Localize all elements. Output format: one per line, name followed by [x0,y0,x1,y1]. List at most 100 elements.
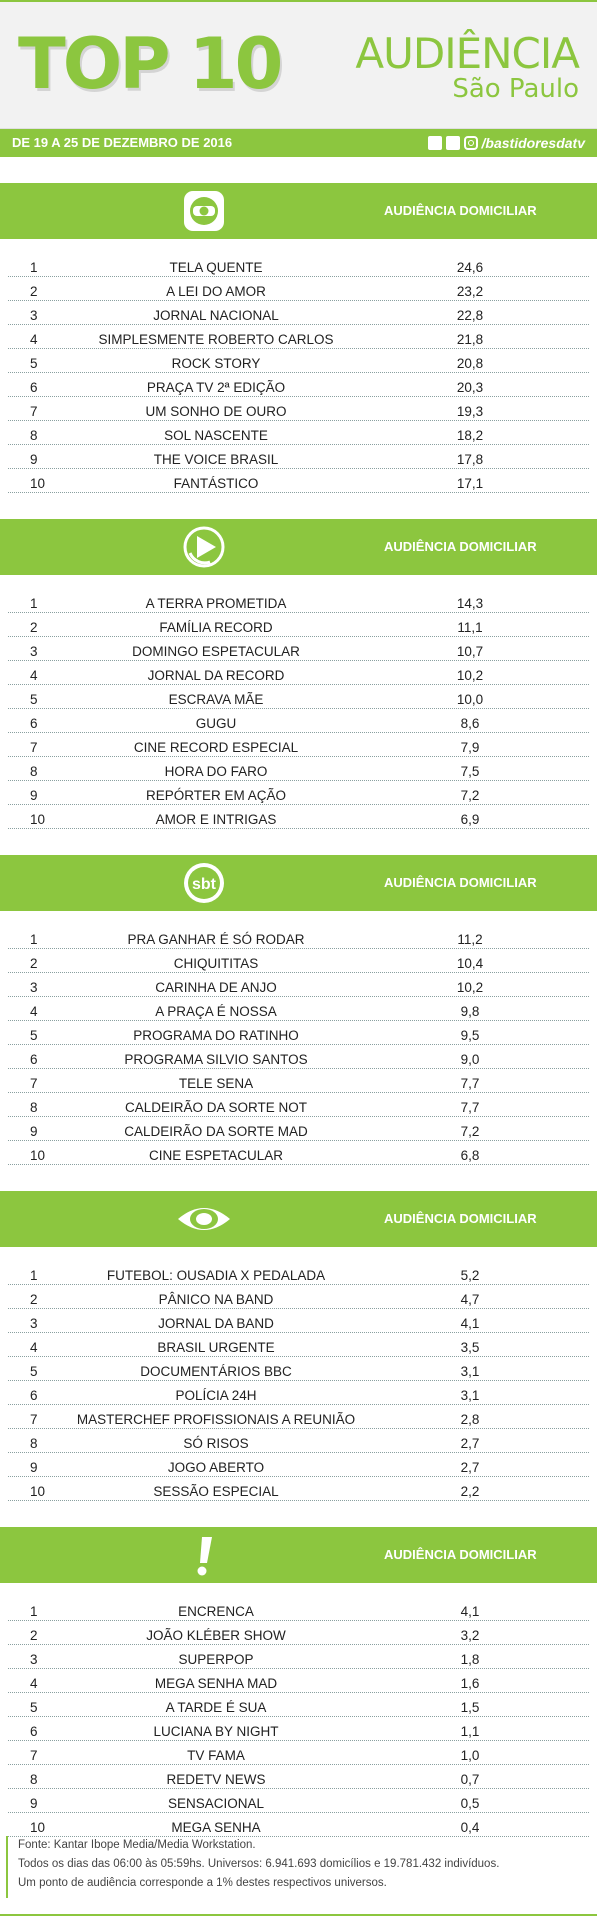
program-name: MEGA SENHA [171,1820,261,1835]
audience-label: AUDIÊNCIA DOMICILIAR [384,1547,537,1562]
rank-number: 2 [30,1628,38,1643]
program-name: PRAÇA TV 2ª EDIÇÃO [146,380,286,395]
program-name: A TERRA PROMETIDA [145,596,287,611]
program-name: A PRAÇA É NOSSA [155,1004,277,1019]
rank-number: 9 [30,452,38,467]
city-subtitle: São Paulo [452,74,579,104]
top-accent-rule [0,0,597,2]
program-name: CHIQUITITAS [173,956,259,971]
bottom-accent-rule [0,1914,597,1916]
audience-value: 14,3 [456,596,484,611]
rank-number: 2 [30,284,38,299]
audience-label: AUDIÊNCIA DOMICILIAR [384,1211,537,1226]
ranking-row: 3 DOMINGO ESPETACULAR 10,7 [8,637,589,661]
section-header: AUDIÊNCIA DOMICILIAR [0,183,597,239]
audience-label: AUDIÊNCIA DOMICILIAR [384,539,537,554]
rank-number: 9 [30,1460,38,1475]
ranking-row: 8 REDETV NEWS 0,7 [8,1765,589,1789]
audience-value: 20,3 [456,380,484,395]
audience-value: 11,1 [457,620,483,635]
audience-title: AUDIÊNCIA [355,29,580,78]
rank-number: 6 [30,1724,38,1739]
ranking-row: 4 JORNAL DA RECORD 10,2 [8,661,589,685]
audience-value: 9,0 [460,1052,480,1067]
rank-number: 3 [30,644,38,659]
program-name: JORNAL DA BAND [158,1316,274,1331]
audience-value: 0,7 [460,1772,480,1787]
audience-value: 3,5 [460,1340,480,1355]
band-logo-icon [174,1195,234,1243]
ranking-row: 2 CHIQUITITAS 10,4 [8,949,589,973]
program-name: PÂNICO NA BAND [158,1292,274,1307]
rank-number: 3 [30,1316,38,1331]
ranking-list: 1 A TERRA PROMETIDA 14,3 2 FAMÍLIA RECORD 11,… [0,575,597,829]
audience-value: 1,1 [460,1724,480,1739]
rank-number: 5 [30,1700,38,1715]
audience-value: 10,0 [456,692,484,707]
rank-number: 8 [30,1772,38,1787]
rank-number: 7 [30,740,38,755]
program-name: PROGRAMA DO RATINHO [133,1028,299,1043]
ranking-row: 10 FANTÁSTICO 17,1 [8,469,589,493]
audience-value: 6,8 [460,1148,480,1163]
ranking-row: 8 HORA DO FARO 7,5 [8,757,589,781]
audience-value: 17,8 [456,452,484,467]
audience-value: 0,5 [460,1796,480,1811]
footer-universe: Todos os dias das 06:00 às 05:59hs. Univ… [18,1858,500,1870]
section-header: AUDIÊNCIA DOMICILIAR [0,1527,597,1583]
program-name: SESSÃO ESPECIAL [153,1484,279,1499]
program-name: JOGO ABERTO [167,1460,265,1475]
sbt-logo-icon: sbt [180,859,228,907]
program-name: PROGRAMA SILVIO SANTOS [124,1052,308,1067]
audience-value: 11,2 [457,932,483,947]
ranking-row: 9 CALDEIRÃO DA SORTE MAD 7,2 [8,1117,589,1141]
program-name: CALDEIRÃO DA SORTE MAD [124,1124,308,1139]
rank-number: 10 [30,1148,46,1163]
ranking-row: 7 TELE SENA 7,7 [8,1069,589,1093]
rank-number: 6 [30,1388,38,1403]
program-name: A TARDE É SUA [165,1700,267,1715]
ranking-row: 1 PRA GANHAR É SÓ RODAR 11,2 [8,925,589,949]
rank-number: 4 [30,1004,38,1019]
program-name: TELA QUENTE [169,260,263,275]
channel-section: sbt AUDIÊNCIA DOMICILIAR 1 PRA GANHAR É SÓ … [0,855,597,1165]
rank-number: 5 [30,1364,38,1379]
program-name: SÓ RISOS [183,1436,249,1451]
ranking-row: 5 A TARDE É SUA 1,5 [8,1693,589,1717]
ranking-row: 5 PROGRAMA DO RATINHO 9,5 [8,1021,589,1045]
ranking-row: 7 TV FAMA 1,0 [8,1741,589,1765]
rank-number: 7 [30,1748,38,1763]
social-handle: /bastidoresdatv [481,135,585,151]
audience-value: 10,2 [456,668,484,683]
program-name: GUGU [195,716,237,731]
rank-number: 7 [30,404,38,419]
audience-value: 1,8 [460,1652,480,1667]
program-name: FUTEBOL: OUSADIA X PEDALADA [106,1268,326,1283]
audience-value: 21,8 [456,332,484,347]
program-name: JORNAL DA RECORD [147,668,285,683]
rank-number: 1 [30,1268,38,1283]
audience-value: 1,0 [460,1748,480,1763]
page-header: TOP 10 AUDIÊNCIA São Paulo [0,2,597,129]
social-handles: /bastidoresdatv [427,129,585,157]
program-name: AMOR E INTRIGAS [155,812,277,827]
page-title: TOP 10 [18,23,283,105]
audience-value: 10,2 [456,980,484,995]
ranking-row: 10 AMOR E INTRIGAS 6,9 [8,805,589,829]
ranking-row: 10 SESSÃO ESPECIAL 2,2 [8,1477,589,1501]
program-name: BRASIL URGENTE [157,1340,275,1355]
audience-value: 2,2 [460,1484,480,1499]
ranking-list: 1 ENCRENCA 4,1 2 JOÃO KLÉBER SHOW 3,2 3 SUPERPO… [0,1583,597,1837]
rank-number: 5 [30,356,38,371]
ranking-sections: AUDIÊNCIA DOMICILIAR 1 TELA QUENTE 24,6 2 A L… [0,183,597,1837]
section-header: sbt AUDIÊNCIA DOMICILIAR [0,855,597,911]
rank-number: 9 [30,1796,38,1811]
program-name: SENSACIONAL [167,1796,265,1811]
ranking-row: 6 PRAÇA TV 2ª EDIÇÃO 20,3 [8,373,589,397]
rank-number: 10 [30,1820,46,1835]
ranking-row: 9 SENSACIONAL 0,5 [8,1789,589,1813]
rank-number: 10 [30,1484,46,1499]
program-name: FANTÁSTICO [173,476,259,491]
svg-text:sbt: sbt [192,876,217,893]
audience-value: 3,2 [460,1628,480,1643]
